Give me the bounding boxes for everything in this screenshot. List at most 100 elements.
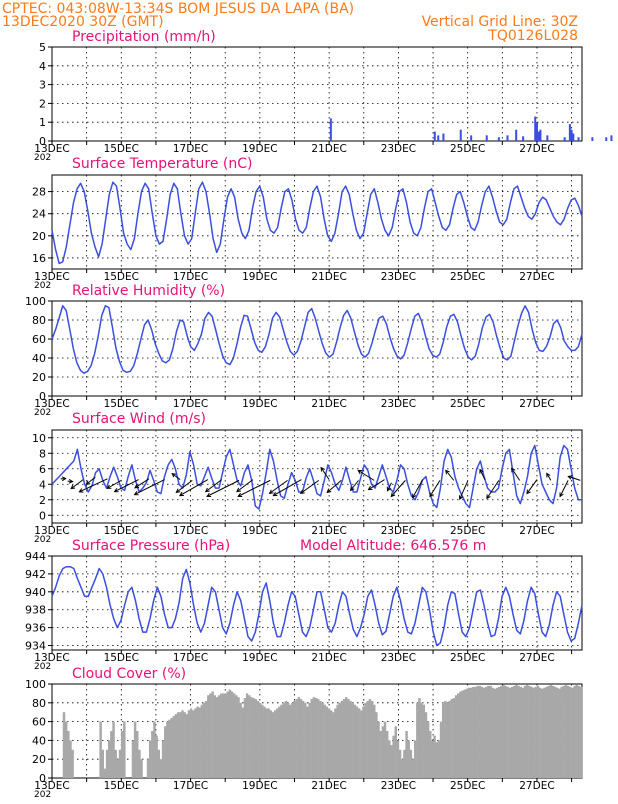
cloud-bar xyxy=(532,688,534,778)
year-label: 202 xyxy=(34,153,51,163)
cloud-bar xyxy=(489,686,491,778)
x-tick-label: 25DEC xyxy=(450,143,485,155)
cloud-bar xyxy=(183,712,185,778)
cloud-bar xyxy=(435,742,437,778)
cloud-bar xyxy=(567,686,569,778)
panel-frame xyxy=(52,175,582,269)
panel-title: Precipitation (mm/h) xyxy=(72,29,216,45)
cloud-bar xyxy=(276,708,278,778)
cloud-bar xyxy=(386,731,388,778)
cloud-bar xyxy=(339,703,341,778)
x-tick-label: 19DEC xyxy=(242,398,277,410)
bar xyxy=(470,135,472,141)
cloud-bar xyxy=(164,726,166,778)
cloud-bar xyxy=(134,722,136,778)
wind-arrow xyxy=(270,480,288,493)
cloud-bar xyxy=(196,707,198,778)
y-tick-label: 944 xyxy=(25,550,46,563)
cloud-bar xyxy=(416,703,418,778)
cloud-bar xyxy=(539,688,541,778)
y-tick-label: 2 xyxy=(39,97,46,110)
cloud-bar xyxy=(401,759,403,778)
cloud-bar xyxy=(565,685,567,778)
bar xyxy=(538,132,540,141)
cloud-bar xyxy=(369,699,371,778)
cloud-bar xyxy=(242,708,244,779)
x-tick-label: 15DEC xyxy=(104,525,139,537)
cloud-bar xyxy=(343,699,345,778)
year-label: 202 xyxy=(34,281,51,291)
cloud-bar xyxy=(336,705,338,778)
cloud-bar xyxy=(578,686,580,778)
cloud-bar xyxy=(192,710,194,778)
cloud-bar xyxy=(420,703,422,778)
cloud-bar xyxy=(341,701,343,778)
cloud-bar xyxy=(522,688,524,778)
x-tick-label: 25DEC xyxy=(450,398,485,410)
cloud-bar xyxy=(298,697,300,778)
cloud-bar xyxy=(149,740,151,778)
y-tick-label: 1 xyxy=(39,116,46,129)
cloud-bar xyxy=(65,722,67,778)
cloud-bar xyxy=(440,722,442,778)
x-tick-label: 17DEC xyxy=(173,143,208,155)
cloud-bar xyxy=(67,731,69,778)
cloud-bar xyxy=(132,740,134,778)
x-tick-label: 17DEC xyxy=(173,525,208,537)
wind-arrow xyxy=(391,480,405,496)
cloud-bar xyxy=(153,722,155,778)
cloud-bar xyxy=(474,687,476,778)
y-tick-label: 100 xyxy=(25,295,46,308)
cloud-bar xyxy=(399,750,401,778)
x-tick-label: 17DEC xyxy=(173,398,208,410)
cloud-bar xyxy=(302,701,304,778)
cloud-bar xyxy=(168,720,170,778)
panel-title: Surface Pressure (hPa) xyxy=(72,538,230,554)
cloud-bar xyxy=(313,697,315,778)
cloud-bar xyxy=(362,707,364,778)
x-tick-label: 21DEC xyxy=(311,398,346,410)
cloud-bar xyxy=(403,750,405,778)
cloud-bar xyxy=(63,712,65,778)
y-tick-label: 934 xyxy=(25,640,46,653)
cloud-bar xyxy=(250,697,252,778)
cloud-bar xyxy=(375,712,377,778)
cloud-bar xyxy=(515,685,517,778)
cloud-bar xyxy=(537,686,539,778)
bar xyxy=(522,136,524,141)
cloud-bar xyxy=(261,705,263,778)
x-tick-label: 27DEC xyxy=(519,398,554,410)
cloud-bar xyxy=(317,699,319,778)
cloud-bar xyxy=(175,714,177,778)
cloud-bar xyxy=(190,708,192,778)
cloud-bar xyxy=(360,710,362,778)
cloud-bar xyxy=(412,759,414,778)
cloud-bar xyxy=(160,759,162,778)
x-tick-label: 15DEC xyxy=(104,143,139,155)
cloud-bar xyxy=(453,698,455,778)
cloud-bar xyxy=(373,705,375,778)
cloud-bar xyxy=(464,690,466,778)
cloud-bar xyxy=(472,687,474,778)
cloud-bar xyxy=(222,693,224,778)
x-tick-label: 21DEC xyxy=(311,143,346,155)
wind-arrow xyxy=(446,470,454,480)
x-tick-label: 21DEC xyxy=(311,652,346,664)
cloud-bar xyxy=(407,740,409,778)
cloud-bar xyxy=(358,708,360,778)
cloud-bar xyxy=(554,687,556,778)
panel-frame xyxy=(52,556,582,650)
y-tick-label: 10 xyxy=(32,432,46,445)
cloud-bar xyxy=(235,695,237,778)
bar xyxy=(578,137,580,141)
y-tick-label: 0 xyxy=(39,509,46,522)
cloud-bar xyxy=(476,686,478,778)
cloud-bar xyxy=(418,698,420,778)
cloud-bar xyxy=(246,693,248,778)
cloud-bar xyxy=(504,686,506,778)
cloud-bar xyxy=(328,708,330,778)
cloud-bar xyxy=(265,708,267,778)
cloud-bar xyxy=(459,692,461,778)
